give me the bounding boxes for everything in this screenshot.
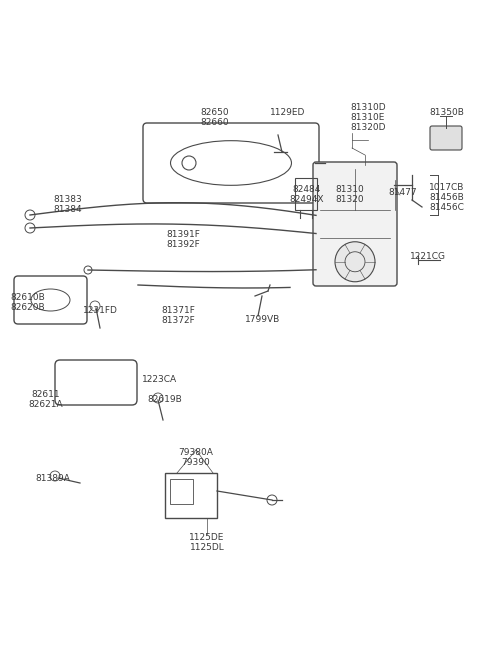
Circle shape <box>335 242 375 282</box>
Text: 81310
81320: 81310 81320 <box>336 185 364 204</box>
Text: 82619B: 82619B <box>148 395 182 404</box>
Text: 82484
82494X: 82484 82494X <box>290 185 324 204</box>
Text: 81477: 81477 <box>389 188 417 197</box>
Text: 81371F
81372F: 81371F 81372F <box>161 306 195 325</box>
Text: 81389A: 81389A <box>36 474 71 483</box>
Text: 82650
82660: 82650 82660 <box>201 108 229 127</box>
Bar <box>295 178 317 210</box>
Text: 1223CA: 1223CA <box>143 375 178 384</box>
Text: 79380A
79390: 79380A 79390 <box>179 448 214 467</box>
Circle shape <box>25 223 35 233</box>
Circle shape <box>84 266 92 274</box>
Text: 1017CB
81456B
81456C: 1017CB 81456B 81456C <box>429 183 465 212</box>
Circle shape <box>25 210 35 220</box>
FancyBboxPatch shape <box>430 126 462 150</box>
Text: 81383
81384: 81383 81384 <box>54 195 83 214</box>
Text: 81310D
81310E
81320D: 81310D 81310E 81320D <box>350 103 386 132</box>
Text: 1799VB: 1799VB <box>245 315 281 324</box>
Text: 1221CG: 1221CG <box>410 252 446 261</box>
FancyBboxPatch shape <box>313 162 397 286</box>
Text: 1231FD: 1231FD <box>83 306 118 315</box>
Text: 82610B
82620B: 82610B 82620B <box>11 293 46 312</box>
Text: 1125DE
1125DL: 1125DE 1125DL <box>189 533 225 552</box>
Text: 81391F
81392F: 81391F 81392F <box>166 230 200 249</box>
Text: 81350B: 81350B <box>430 108 465 117</box>
Bar <box>170 479 193 504</box>
Text: 82611
82621A: 82611 82621A <box>29 390 63 409</box>
Bar <box>165 473 217 518</box>
Text: 1129ED: 1129ED <box>270 108 306 117</box>
